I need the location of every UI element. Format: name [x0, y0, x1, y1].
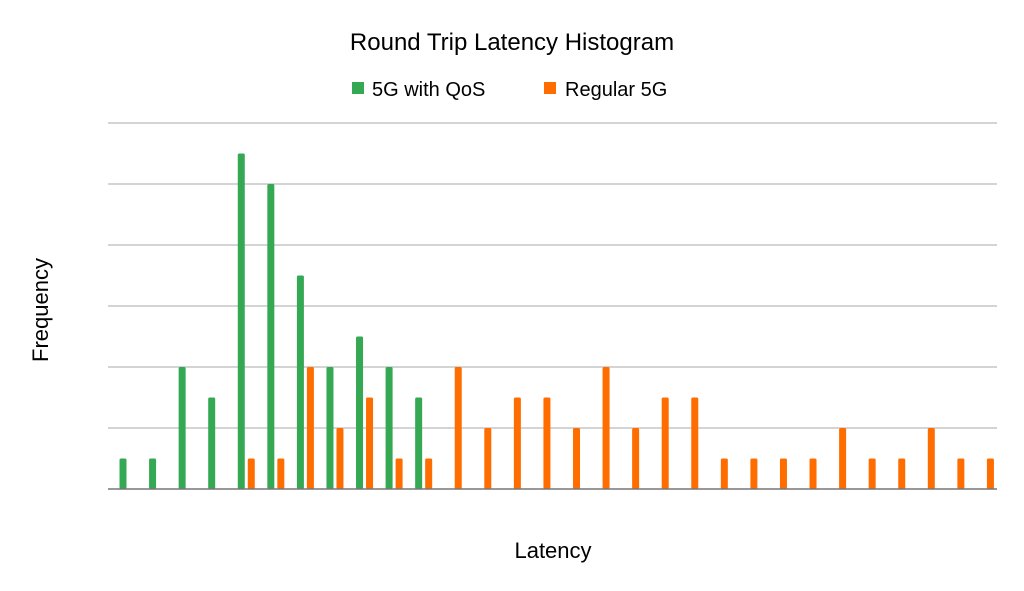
x-axis-label: Latency — [514, 538, 591, 563]
bar-regular-12 — [454, 367, 462, 489]
bar-regular-14 — [513, 397, 521, 489]
bar-qos-10 — [385, 367, 393, 489]
bar-regular-16 — [573, 428, 580, 489]
bar-qos-6 — [267, 184, 275, 489]
bar-qos-7 — [296, 275, 304, 489]
bar-qos-9 — [356, 336, 364, 489]
bar-qos-4 — [208, 397, 216, 489]
bar-regular-29 — [957, 458, 965, 489]
bar-regular-6 — [277, 458, 285, 489]
bar-qos-2 — [149, 458, 157, 489]
bar-regular-22 — [750, 458, 758, 489]
bar-regular-19 — [661, 397, 669, 489]
bar-regular-20 — [691, 397, 699, 489]
y-axis-label: Frequency — [28, 258, 53, 362]
bar-regular-26 — [868, 458, 876, 489]
bars — [119, 153, 994, 489]
bar-regular-13 — [484, 428, 492, 489]
gridlines — [108, 122, 997, 429]
bar-regular-21 — [720, 458, 728, 489]
legend-label-regular: Regular 5G — [565, 79, 667, 101]
bar-regular-9 — [366, 397, 374, 489]
bar-regular-5 — [247, 458, 255, 489]
bar-qos-11 — [415, 397, 423, 489]
bar-qos-3 — [178, 367, 186, 489]
bar-regular-24 — [809, 458, 817, 489]
bar-regular-17 — [602, 367, 610, 489]
legend-swatch-qos — [352, 82, 364, 94]
legend-swatch-regular — [544, 82, 556, 94]
bar-qos-5 — [237, 153, 245, 489]
bar-qos-1 — [119, 458, 127, 489]
bar-regular-11 — [425, 458, 433, 489]
bar-qos-8 — [326, 367, 334, 489]
bar-regular-30 — [986, 458, 994, 489]
bar-regular-8 — [336, 428, 344, 489]
bar-regular-28 — [927, 428, 935, 489]
bar-regular-25 — [839, 428, 847, 489]
chart-title: Round Trip Latency Histogram — [350, 29, 674, 56]
bar-regular-15 — [543, 397, 551, 489]
bar-regular-23 — [779, 458, 787, 489]
bar-regular-7 — [306, 367, 314, 489]
legend-label-qos: 5G with QoS — [372, 79, 485, 101]
bar-regular-10 — [395, 458, 403, 489]
legend: 5G with QoS Regular 5G — [352, 79, 667, 101]
bar-regular-27 — [898, 458, 906, 489]
bar-regular-18 — [632, 428, 640, 489]
